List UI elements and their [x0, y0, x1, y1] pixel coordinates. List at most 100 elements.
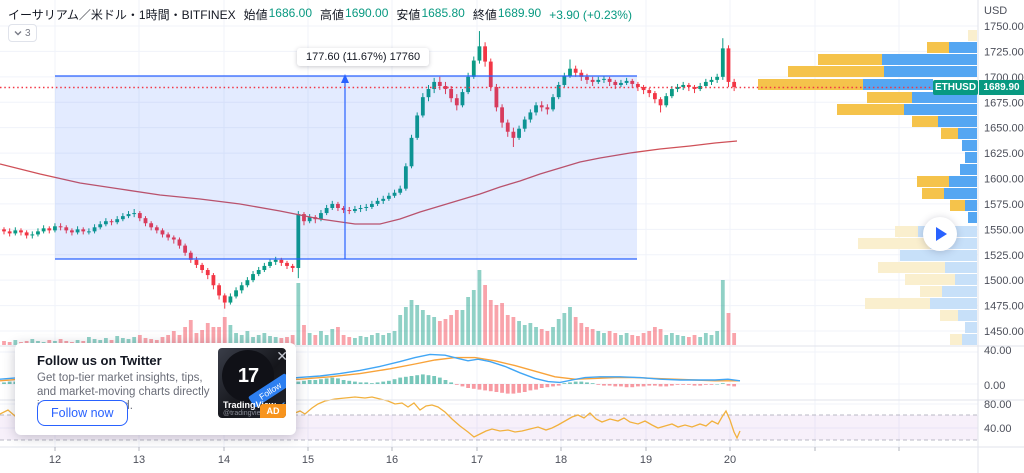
svg-text:15: 15: [302, 454, 314, 466]
candle: [579, 72, 584, 77]
candle: [87, 231, 91, 233]
candle: [664, 96, 669, 106]
candle: [353, 209, 357, 212]
candle: [432, 81, 437, 90]
candle: [602, 78, 606, 80]
candle: [454, 98, 459, 106]
svg-text:40.00: 40.00: [984, 423, 1012, 435]
candle: [103, 221, 108, 225]
collapsed-indicators-chip[interactable]: 3: [8, 24, 37, 42]
candle: [494, 87, 499, 108]
candle: [256, 270, 261, 275]
candle: [607, 78, 612, 82]
ohlc-open-label: 始値: [243, 8, 268, 22]
svg-text:1675.00: 1675.00: [984, 97, 1024, 109]
price-axis[interactable]: USD1750.001725.001700.001675.001650.0016…: [984, 5, 1024, 435]
candle: [302, 214, 306, 222]
candle: [358, 207, 363, 210]
candle: [239, 285, 244, 291]
tradingview-ad-image[interactable]: 17 Follow TradingView ✔ @tradingview AD: [218, 348, 286, 418]
candle: [70, 230, 74, 233]
candle: [205, 270, 210, 276]
candle: [641, 87, 646, 91]
candle: [183, 245, 188, 253]
candle: [268, 261, 272, 266]
candle: [568, 68, 572, 76]
collapsed-indicators-count: 3: [25, 27, 31, 39]
ma-line: [0, 140, 738, 225]
candle: [19, 230, 23, 233]
popup-title: Follow us on Twitter: [37, 353, 162, 368]
symbol-price-badge: ETHUSD: [933, 80, 978, 95]
svg-text:18: 18: [555, 454, 567, 466]
candle: [53, 226, 57, 231]
candle: [551, 97, 555, 110]
ad-badge: AD: [260, 404, 286, 418]
play-icon: [936, 227, 947, 241]
candle: [398, 188, 403, 193]
candle: [460, 92, 465, 106]
candle: [437, 81, 442, 86]
candlesticks: [2, 31, 737, 309]
candle: [686, 84, 691, 88]
candle: [675, 87, 680, 90]
candle: [47, 228, 52, 231]
measure-tool[interactable]: [55, 74, 637, 260]
ohlc-close-value: 1689.90: [497, 6, 542, 20]
candle: [381, 198, 386, 201]
candle: [177, 239, 182, 246]
volume-bars: [2, 270, 737, 345]
svg-text:1450.00: 1450.00: [984, 326, 1024, 338]
play-button[interactable]: [923, 217, 957, 251]
candle: [709, 79, 714, 82]
candle: [347, 210, 352, 212]
candle: [426, 89, 431, 98]
candle: [296, 214, 301, 268]
candle: [420, 97, 425, 116]
close-icon[interactable]: ✕: [276, 348, 288, 364]
candle: [245, 280, 250, 286]
candle: [477, 46, 482, 61]
candle: [669, 89, 674, 97]
symbol-title: イーサリアム／米ドル・1時間・BITFINEX: [8, 8, 236, 22]
tradingview-handle: @tradingview: [223, 410, 266, 417]
candle: [692, 87, 697, 90]
candle: [251, 274, 255, 281]
svg-text:1600.00: 1600.00: [984, 174, 1024, 186]
svg-text:16: 16: [386, 454, 398, 466]
candle: [392, 192, 397, 196]
candle: [370, 203, 374, 207]
candle: [149, 223, 154, 228]
candle: [120, 216, 125, 220]
time-axis[interactable]: 12 13 14 15 16 17 18 19 20: [49, 447, 900, 466]
candle: [466, 76, 471, 93]
svg-text:1750.00: 1750.00: [984, 21, 1024, 33]
candle: [319, 213, 323, 220]
candle: [698, 85, 703, 90]
candle: [619, 82, 623, 85]
svg-text:17: 17: [471, 454, 483, 466]
svg-text:20: 20: [724, 454, 736, 466]
candle: [613, 81, 618, 85]
svg-text:0.00: 0.00: [984, 380, 1005, 392]
candle: [534, 105, 538, 113]
candle: [443, 85, 448, 90]
ohlc-low: 安値 1685.80: [396, 6, 464, 23]
candle: [171, 237, 176, 240]
candle: [126, 214, 131, 217]
candle: [160, 230, 165, 235]
ohlc-high: 高値 1690.00: [320, 6, 388, 23]
candle: [647, 90, 652, 94]
candle: [500, 107, 504, 123]
symbol-legend[interactable]: イーサリアム／米ドル・1時間・BITFINEX 始値 1686.00 高値 16…: [8, 6, 632, 23]
svg-text:13: 13: [133, 454, 145, 466]
candle: [409, 137, 414, 167]
follow-now-button[interactable]: Follow now: [37, 400, 128, 426]
svg-text:1500.00: 1500.00: [984, 275, 1024, 287]
svg-text:14: 14: [218, 454, 230, 466]
candle: [488, 61, 493, 88]
candle: [262, 265, 267, 271]
candle: [211, 275, 216, 286]
candle: [364, 206, 369, 208]
